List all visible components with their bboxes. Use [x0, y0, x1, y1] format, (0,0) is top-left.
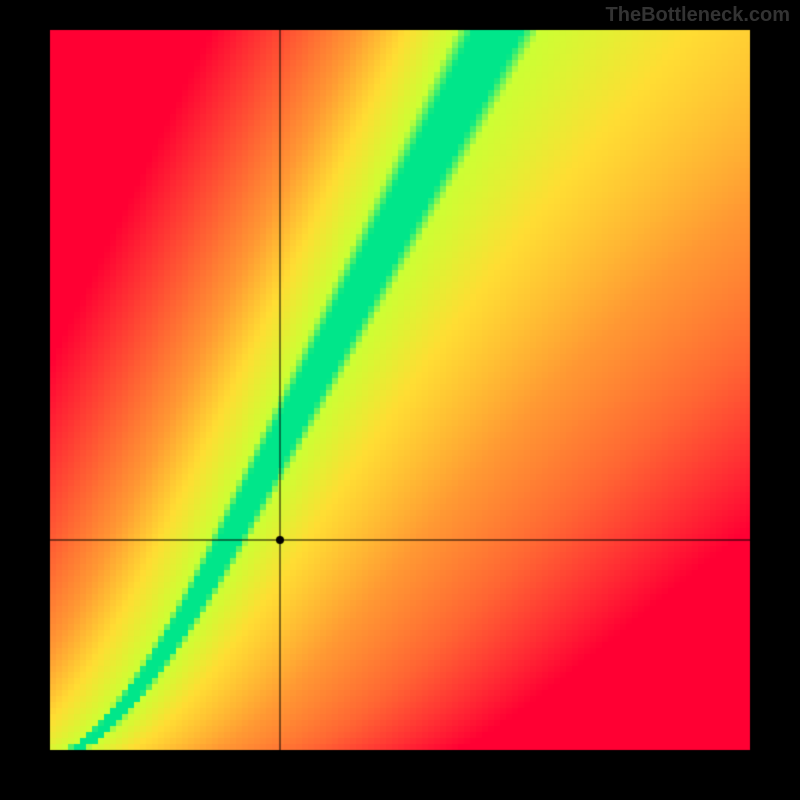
watermark-text: TheBottleneck.com: [606, 4, 790, 27]
heatmap-canvas: [0, 0, 800, 800]
chart-container: TheBottleneck.com: [0, 0, 800, 800]
